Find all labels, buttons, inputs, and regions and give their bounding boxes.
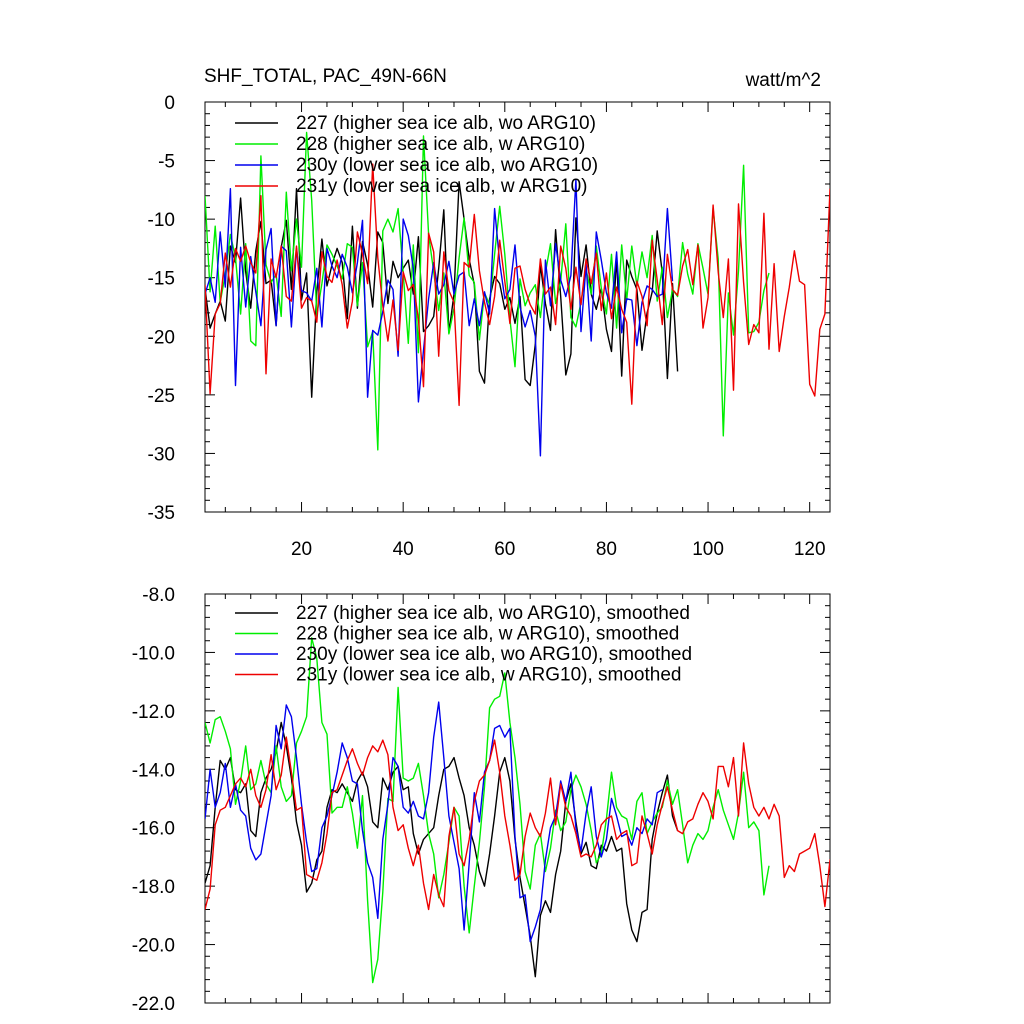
series-line-4: [205, 163, 830, 407]
y-tick-label: -20: [148, 327, 175, 348]
legend-label: 231y (lower sea ice alb, w ARG10), smoot…: [296, 665, 681, 686]
x-tick-label: 40: [393, 539, 414, 560]
x-tick-label: 80: [596, 539, 617, 560]
y-tick-label: -5: [158, 152, 175, 173]
y-tick-label: -16.0: [132, 819, 175, 840]
y-tick-label: -8.0: [142, 585, 175, 606]
y-tick-label: -25: [148, 386, 175, 407]
plot-frame: [204, 593, 831, 1004]
x-tick-label: 120: [794, 539, 826, 560]
chart-title: SHF_TOTAL, PAC_49N-66N: [204, 66, 447, 87]
x-tick-label: 60: [494, 539, 515, 560]
legend-label: 227 (higher sea ice alb, wo ARG10), smoo…: [296, 603, 690, 624]
y-tick-label: -15: [148, 269, 175, 290]
y-tick-label: -22.0: [132, 994, 175, 1015]
legend-label: 228 (higher sea ice alb, w ARG10), smoot…: [296, 624, 679, 645]
y-tick-label: -14.0: [132, 760, 175, 781]
smoothed-panel: -8.0 -10.0 -12.0 -14.0 -16.0 -18.0 -20.0 -22.0 2…: [132, 585, 831, 1015]
series-line-1: [205, 721, 679, 978]
y-tick-label: -12.0: [132, 702, 175, 723]
series-line-1: [205, 180, 679, 398]
legend-label: 230y (lower sea ice alb, wo ARG10): [296, 155, 598, 176]
y-tick-label: -10: [148, 210, 175, 231]
series-line-3: [205, 178, 674, 457]
series-line-4: [205, 736, 830, 911]
x-tick-label: 20: [291, 539, 312, 560]
y-tick-label: -35: [148, 503, 175, 524]
legend-label: 230y (lower sea ice alb, wo ARG10), smoo…: [296, 644, 692, 665]
y-tick-label: -18.0: [132, 877, 175, 898]
series-line-3: [205, 701, 663, 943]
y-tick-label: -20.0: [132, 936, 175, 957]
series-line-2: [205, 637, 770, 984]
raw-panel: 0 -5 -10 -15 -20 -25 -30 -35 20 40 60 80 100 120 227 (…: [148, 93, 831, 560]
y-tick-label: -30: [148, 444, 175, 465]
plot-frame: [204, 101, 831, 513]
y-tick-label: 0: [164, 93, 175, 114]
y-tick-label: -10.0: [132, 643, 175, 664]
legend-label: 228 (higher sea ice alb, w ARG10): [296, 134, 585, 155]
x-tick-label: 100: [692, 539, 724, 560]
legend-label: 231y (lower sea ice alb, w ARG10): [296, 176, 587, 197]
legend-label: 227 (higher sea ice alb, wo ARG10): [296, 113, 596, 134]
units-label: watt/m^2: [745, 70, 821, 91]
